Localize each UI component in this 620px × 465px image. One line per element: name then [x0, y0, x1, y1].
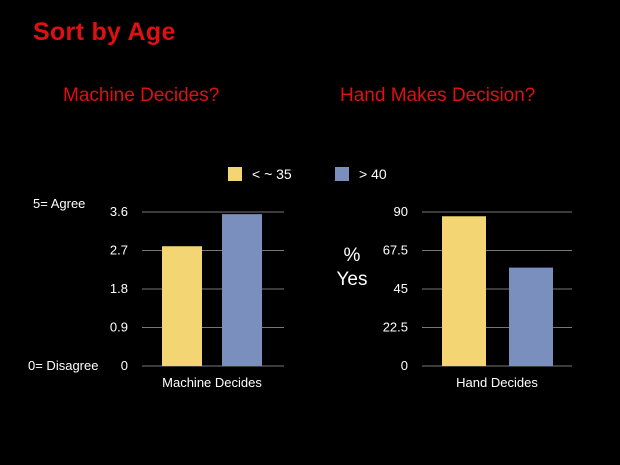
y-tick-label: 0 — [121, 358, 128, 373]
legend-item-older: > 40 — [335, 166, 387, 182]
legend-item-young: < ~ 35 — [228, 166, 292, 182]
y-axis-label-line-1: % — [343, 245, 361, 266]
y-tick-label: 1.8 — [110, 281, 128, 296]
annotation-agree: 5= Agree — [33, 196, 86, 211]
bar — [442, 216, 486, 366]
slide-title: Sort by Age — [33, 18, 176, 46]
legend: < ~ 35 > 40 — [0, 166, 620, 188]
legend-label-young: < ~ 35 — [252, 166, 292, 182]
legend-label-older: > 40 — [359, 166, 387, 182]
chart-title-hand: Hand Makes Decision? — [340, 85, 536, 106]
y-tick-label: 0.9 — [110, 320, 128, 335]
y-tick-label: 45 — [394, 281, 408, 296]
x-category-label: Machine Decides — [162, 375, 262, 390]
chart-title-machine: Machine Decides? — [63, 85, 220, 106]
y-axis-label-percent-yes: % Yes — [330, 244, 374, 292]
x-category-label: Hand Decides — [456, 375, 538, 390]
bar — [509, 267, 553, 366]
legend-swatch-young — [228, 167, 242, 181]
bar — [162, 246, 202, 366]
y-tick-label: 67.5 — [383, 243, 408, 258]
legend-swatch-older — [335, 167, 349, 181]
y-tick-label: 90 — [394, 204, 408, 219]
y-axis-label-line-2: Yes — [336, 269, 368, 290]
y-tick-label: 3.6 — [110, 204, 128, 219]
bar — [222, 214, 262, 366]
annotation-disagree: 0= Disagree — [28, 358, 99, 373]
y-tick-label: 0 — [401, 358, 408, 373]
y-tick-label: 2.7 — [110, 243, 128, 258]
y-tick-label: 22.5 — [383, 320, 408, 335]
